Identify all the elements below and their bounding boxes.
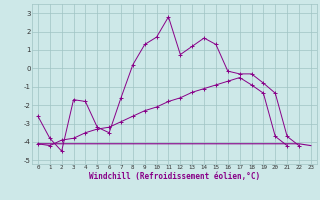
X-axis label: Windchill (Refroidissement éolien,°C): Windchill (Refroidissement éolien,°C)	[89, 172, 260, 181]
